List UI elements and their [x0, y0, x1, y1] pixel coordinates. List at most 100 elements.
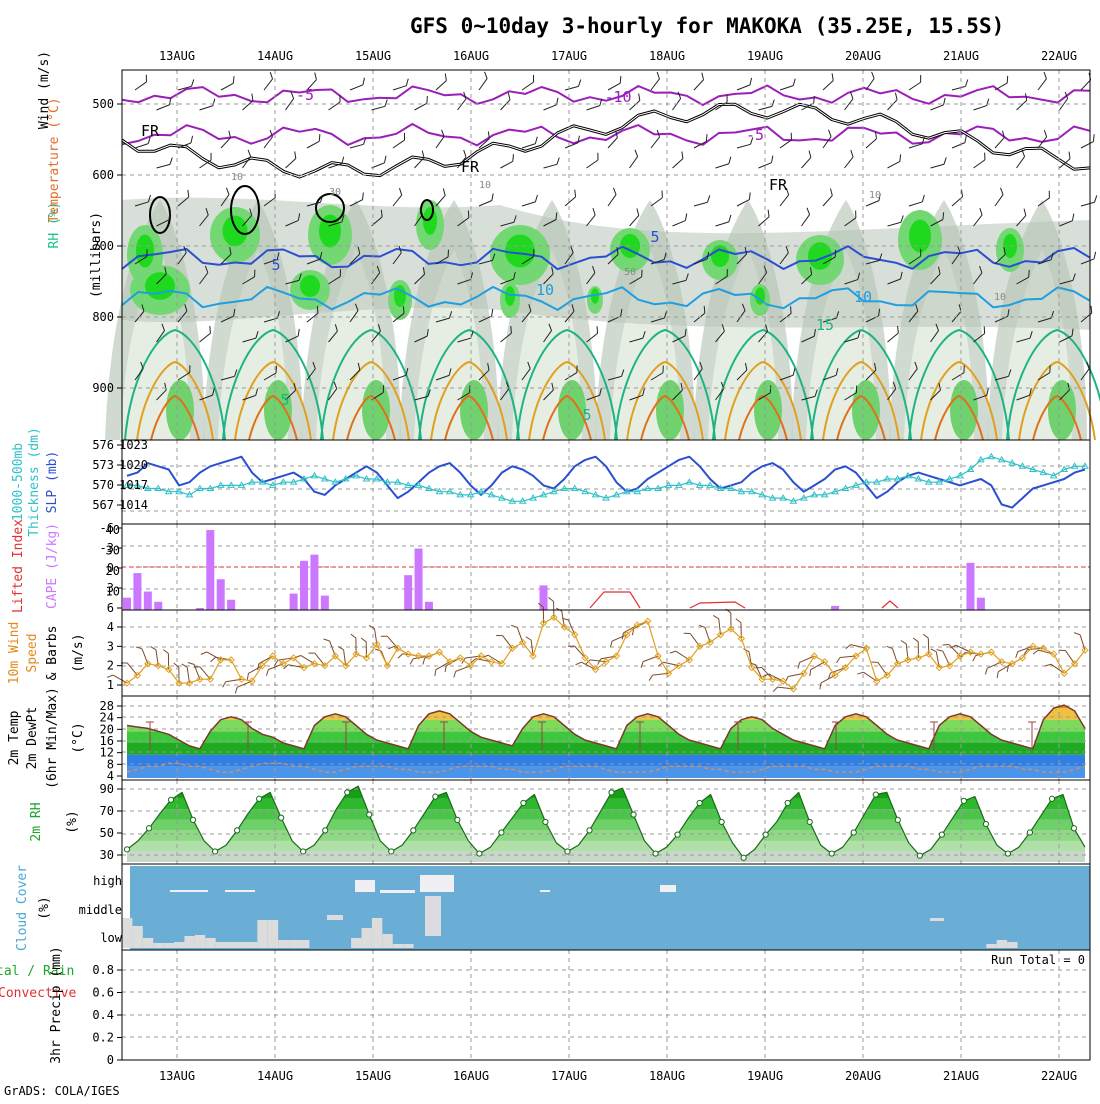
bottom-date-label: 15AUG [355, 1069, 391, 1083]
barb-flag [496, 632, 502, 638]
wind10-barb [201, 650, 221, 664]
temp-bands [122, 696, 1090, 778]
barb-flag [211, 657, 216, 663]
pressure-level-label: 600 [92, 168, 114, 182]
cloud-low-bar [351, 938, 361, 948]
cloud-low-bar [195, 935, 205, 948]
barb-flag [1091, 134, 1097, 141]
cloud-low-bar [205, 938, 215, 948]
cloud-low-bar [164, 943, 174, 948]
wind10-barb [773, 687, 793, 694]
barb-flag [846, 644, 851, 650]
barb-flag [995, 672, 1001, 678]
cloud-level-label: low [100, 931, 122, 945]
rh-marker [851, 830, 856, 835]
top-date-label: 18AUG [649, 49, 685, 63]
rh-marker [168, 797, 173, 802]
contour-label: 10 [854, 288, 872, 306]
barb-flag [1074, 631, 1080, 636]
rh-marker [124, 847, 129, 852]
barb-flag [639, 662, 644, 668]
contour-label: 50 [624, 267, 636, 278]
rh-marker [389, 849, 394, 854]
barb-flag [432, 670, 438, 676]
barb-flag [684, 630, 690, 636]
li-curve [690, 602, 745, 608]
wind10-barb [950, 644, 970, 657]
rh-marker [257, 796, 262, 801]
tick-label: 576 [92, 438, 114, 452]
barb-flag [1045, 662, 1051, 668]
barb-flag [163, 650, 168, 654]
cloud-high [660, 885, 676, 892]
contour-label: 30 [329, 187, 341, 198]
cape-bars [123, 530, 985, 610]
rh-marker [411, 828, 416, 833]
cloud-low-bar [122, 918, 132, 948]
barb-flag [388, 645, 394, 651]
rh-marker [301, 849, 306, 854]
cape-bar [206, 530, 214, 610]
thickness-label-b: Thickness (dm) [27, 427, 42, 537]
rh-marker [719, 819, 724, 824]
tick-label: 1 [107, 678, 114, 692]
rh-pocket-core [136, 235, 154, 268]
top-date-label: 22AUG [1041, 49, 1077, 63]
bottom-date-label: 14AUG [257, 1069, 293, 1083]
rh-low [656, 380, 684, 440]
contour-label: 15 [816, 316, 834, 334]
li-curve [590, 592, 640, 608]
cloud-middle [425, 896, 441, 936]
cape-bar [321, 596, 329, 610]
barb-flag [421, 658, 427, 664]
rh-band [122, 783, 1090, 799]
barb-flag [807, 670, 813, 676]
barb-flag [608, 641, 614, 647]
temp-band-group [122, 696, 1090, 778]
rh-marker [521, 800, 526, 805]
tick-label: 0.4 [92, 1008, 114, 1022]
slp-tick-label: 1017 [119, 478, 148, 492]
barb-flag [1033, 649, 1038, 655]
cape-bar [133, 573, 141, 610]
rh-pocket-core [300, 275, 320, 297]
wind-speed-line [127, 617, 1085, 689]
barb-flag [983, 668, 989, 674]
cape-bar [290, 594, 298, 610]
top-date-label: 17AUG [551, 49, 587, 63]
tick-label: 3 [107, 639, 114, 653]
rh-marker [543, 819, 548, 824]
precip-panel: 0.80.60.40.20 tal / Rain Convective 3hr … [0, 946, 1090, 1067]
run-total: Run Total = 0 [991, 953, 1085, 967]
contour-label: 5 [280, 391, 289, 409]
cloud-low-bar [372, 918, 382, 948]
contour-label: -10 [604, 88, 631, 106]
bottom-date-label: 18AUG [649, 1069, 685, 1083]
rh-pocket-core [423, 207, 437, 235]
barb-flag [136, 645, 142, 651]
barb-flag [245, 673, 251, 679]
tick-label: 0 [107, 1053, 114, 1067]
contour-label: FR [461, 158, 480, 176]
cape-bar [123, 598, 131, 610]
lifted-index-line [590, 592, 898, 608]
rh-low [754, 380, 782, 440]
cloud-high [420, 875, 454, 892]
cloud-low-bar [174, 942, 184, 948]
cape-bar [300, 561, 308, 610]
wind10-barb [576, 660, 596, 674]
rh-marker [675, 832, 680, 837]
tick-label: 570 [92, 478, 114, 492]
temp-label-c: (6hr Min/Max) [45, 687, 60, 789]
rh-pocket-core [223, 216, 248, 247]
rh-unit: (%) [65, 810, 80, 833]
cloud-low-bar [1007, 942, 1017, 948]
slp-tick-label: 1014 [119, 498, 148, 512]
slp-label: SLP (mb) [45, 451, 60, 514]
rh-marker [785, 800, 790, 805]
top-date-label: 14AUG [257, 49, 293, 63]
upper-windunit-label: Wind (m/s) [37, 51, 52, 129]
